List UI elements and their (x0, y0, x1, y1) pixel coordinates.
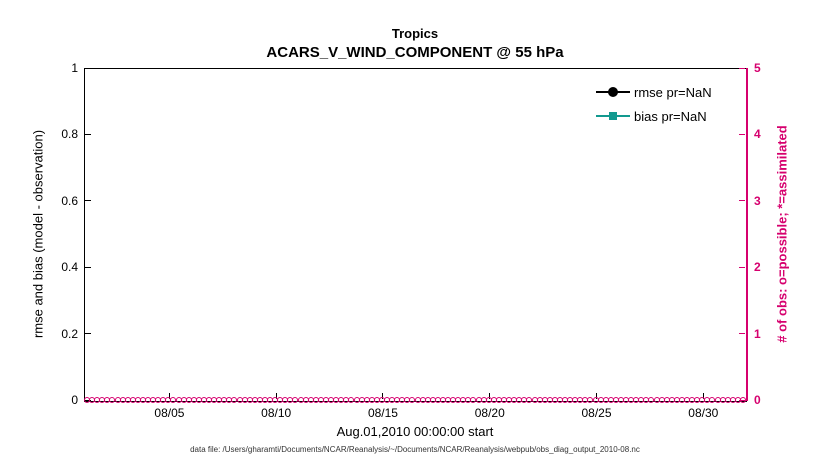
right-tick-mark (739, 200, 745, 202)
bias-square-marker-icon (609, 112, 617, 120)
x-tick-label: 08/10 (261, 406, 292, 420)
right-tick-label: 2 (754, 260, 761, 275)
obs-marker (740, 397, 746, 403)
legend-entry-rmse: rmse pr=NaN (596, 80, 746, 104)
legend-label-rmse: rmse pr=NaN (634, 84, 712, 100)
plot-area (84, 68, 747, 402)
x-tick-mark (702, 393, 704, 399)
x-tick-mark (489, 393, 491, 399)
x-tick-label: 08/25 (581, 406, 612, 420)
right-tick-mark (739, 67, 745, 69)
right-tick-label: 0 (754, 393, 761, 407)
rmse-circle-marker-icon (608, 87, 618, 97)
left-tick-label: 0.6 (61, 193, 78, 208)
x-tick-label: 08/20 (474, 406, 505, 420)
legend-entry-bias: bias pr=NaN (596, 104, 746, 128)
right-tick-mark (739, 133, 745, 135)
x-tick-mark (168, 393, 170, 399)
x-tick-mark (382, 393, 384, 399)
x-axis-label: Aug.01,2010 00:00:00 start (336, 424, 494, 439)
left-tick-mark (85, 200, 91, 202)
right-tick-mark (739, 333, 745, 335)
left-tick-mark (85, 333, 91, 335)
chart-title: Tropics (391, 26, 439, 41)
left-tick-mark (85, 67, 91, 69)
data-file-note: data file: /Users/gharamti/Documents/NCA… (190, 445, 640, 454)
right-tick-label: 5 (754, 61, 761, 75)
left-tick-label: 0.2 (61, 326, 78, 341)
left-tick-label: 1 (71, 61, 78, 75)
chart-subtitle: ACARS_V_WIND_COMPONENT @ 55 hPa (266, 44, 564, 61)
legend-label-bias: bias pr=NaN (634, 108, 707, 124)
left-tick-mark (85, 266, 91, 268)
right-tick-mark (739, 266, 745, 268)
legend: rmse pr=NaN bias pr=NaN (596, 80, 746, 128)
left-tick-label: 0.8 (61, 127, 78, 142)
right-tick-label: 4 (754, 127, 761, 142)
right-axis-line (746, 68, 748, 401)
right-tick-label: 3 (754, 193, 761, 208)
x-tick-label: 08/15 (367, 406, 398, 420)
rmse-line-swatch (596, 86, 630, 98)
left-tick-mark (85, 133, 91, 135)
bias-line-swatch (596, 110, 630, 122)
y-axis-label-right: # of obs: o=possible; *=assimilated (774, 125, 790, 343)
y-axis-label-left: rmse and bias (model - observation) (30, 129, 46, 339)
x-tick-label: 08/05 (154, 406, 185, 420)
right-tick-label: 1 (754, 326, 761, 341)
x-tick-label: 08/30 (688, 406, 719, 420)
x-tick-mark (596, 393, 598, 399)
left-tick-label: 0 (71, 393, 78, 407)
left-tick-label: 0.4 (61, 260, 78, 275)
x-tick-mark (275, 393, 277, 399)
